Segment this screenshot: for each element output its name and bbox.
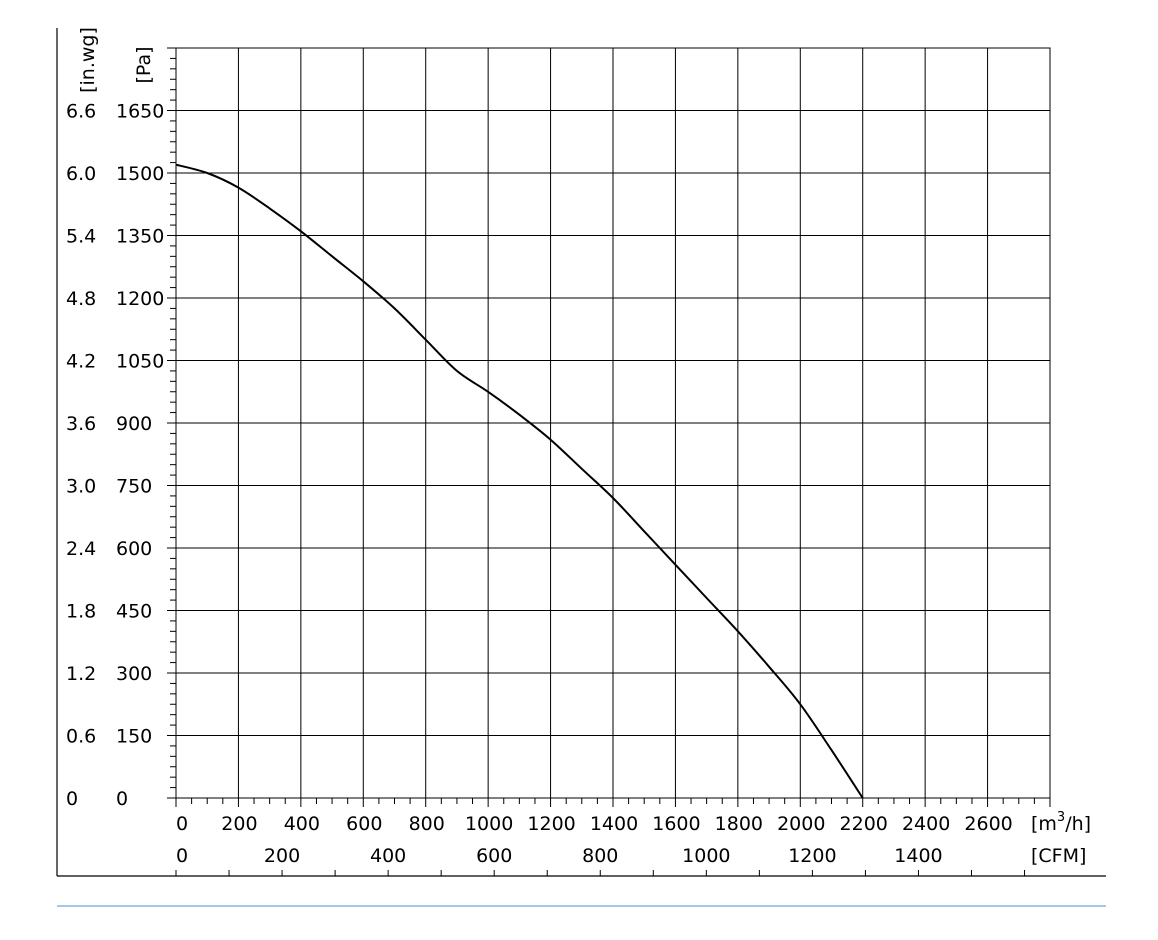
x-tick-label: 800 [409,813,445,835]
x-secondary-tick-label: 1200 [788,845,836,867]
y-secondary-tick-label: 0.6 [66,726,96,748]
x-tick-label: 2200 [840,813,888,835]
y-secondary-tick-label: 3.6 [66,413,96,435]
series-layer [175,163,864,799]
y-tick-label: 300 [116,663,152,685]
y-secondary-tick-label: 1.2 [66,663,96,685]
x-unit-primary-label: [m3/h] [1031,810,1091,835]
x-tick-labels: 0 200 400 600 800 1000 1200 1400 1600 1800 2000 220… [176,813,1013,867]
y-secondary-tick-label: 3.0 [66,476,96,498]
y-secondary-tick-label: 4.8 [66,288,96,310]
y-tick-label: 1350 [116,226,164,248]
y-tick-labels: 0 0 150 0.6 300 1.2 450 1.8 600 2.4 750 3.0 900 3.6 10… [66,101,164,811]
y-tick-label: 600 [116,538,152,560]
x-secondary-tick-label: 1400 [894,845,942,867]
x-secondary-tick-label: 400 [370,845,406,867]
x-tick-label: 200 [221,813,257,835]
y-secondary-tick-label: 4.2 [66,351,96,373]
y-tick-label: 450 [116,601,152,623]
y-tick-label: 150 [116,726,152,748]
y-secondary-tick-label: 1.8 [66,601,96,623]
x-tick-label: 400 [284,813,320,835]
series-line [175,163,864,799]
x-tick-label: 1000 [465,813,513,835]
x-tick-label: 2000 [777,813,825,835]
y-secondary-tick-label: 2.4 [66,538,96,560]
x-tick-label: 0 [176,813,188,835]
x-secondary-tick-label: 600 [476,845,512,867]
y-secondary-tick-label: 6.0 [66,163,96,185]
y-unit-secondary-label: [in.wg] [77,27,99,93]
x-tick-label: 1200 [527,813,575,835]
y-tick-label: 1650 [116,101,164,123]
y-secondary-tick-label: 6.6 [66,101,96,123]
y-tick-label: 1500 [116,163,164,185]
x-secondary-tick-label: 200 [264,845,300,867]
y-unit-primary-label: [Pa] [133,46,155,83]
x-tick-label: 1600 [652,813,700,835]
x-tick-label: 600 [346,813,382,835]
y-tick-label: 750 [116,476,152,498]
grid [176,48,1051,798]
x-tick-label: 1400 [590,813,638,835]
x-secondary-tick-label: 800 [582,845,618,867]
x-unit-secondary-label: [CFM] [1031,845,1086,867]
y-tick-label: 0 [116,788,128,810]
y-secondary-tick-label: 0 [66,788,78,810]
x-secondary-tick-label: 0 [176,845,188,867]
x-tick-label: 2600 [964,813,1012,835]
y-tick-label: 1050 [116,351,164,373]
axes [56,28,1106,877]
x-tick-label: 2400 [902,813,950,835]
x-secondary-tick-label: 1000 [682,845,730,867]
y-secondary-tick-label: 5.4 [66,226,96,248]
y-tick-label: 1200 [116,288,164,310]
x-tick-label: 1800 [715,813,763,835]
y-tick-label: 900 [116,413,152,435]
